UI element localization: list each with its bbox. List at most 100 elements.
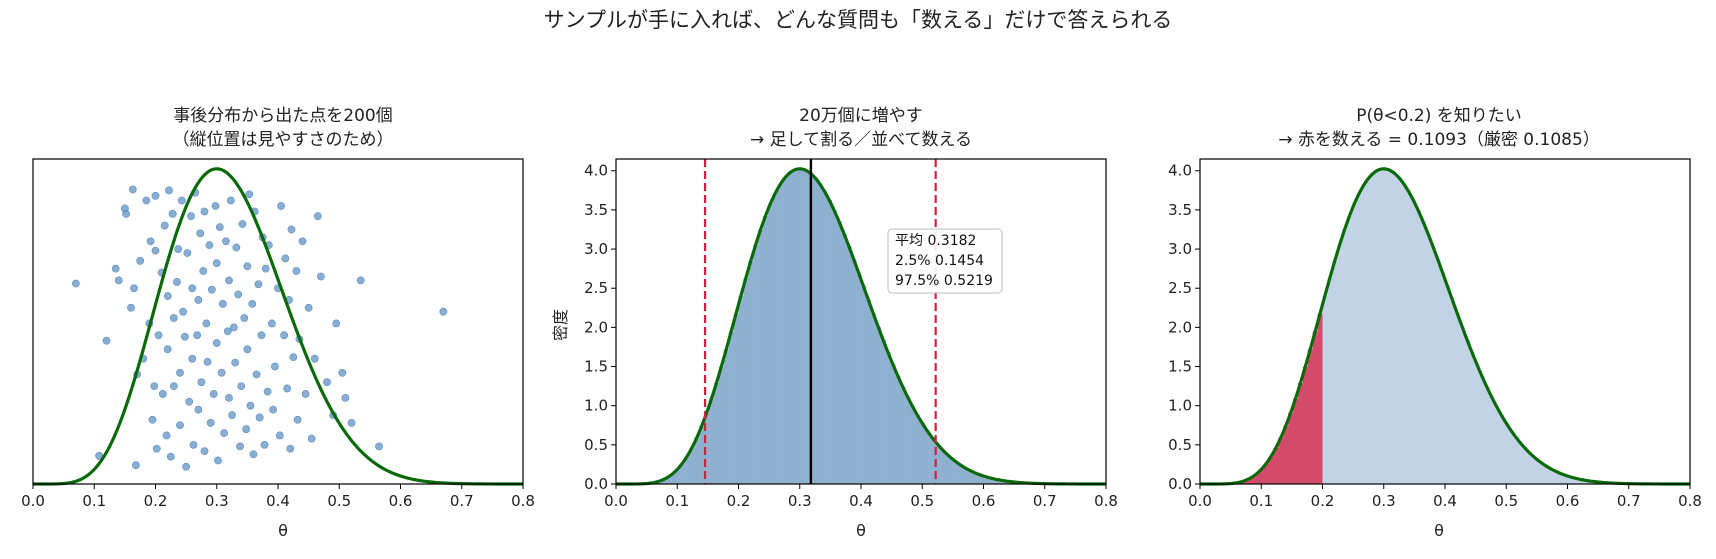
panel-1-ytick-label: 3.5 <box>584 201 608 219</box>
panel-3-hist-bar <box>1528 453 1534 484</box>
panel-1-xtick-label: 0.2 <box>727 492 751 510</box>
scatter-point <box>271 362 279 371</box>
scatter-point <box>217 368 226 377</box>
panel-3-hist-bar <box>1440 272 1446 484</box>
panel-3-hist-bar <box>1263 463 1269 484</box>
scatter-point <box>316 272 325 281</box>
panel-2-hist-bar <box>978 475 984 484</box>
panel-2-hist-bar <box>743 278 749 484</box>
panel-2-ytick-label: 4.0 <box>1168 162 1192 180</box>
scatter-point <box>243 345 252 354</box>
scatter-point <box>281 254 290 263</box>
panel-1-xtick-label: 0.5 <box>910 492 934 510</box>
panel-2-hist-bar <box>998 480 1004 484</box>
panel-3-hist-bar <box>1283 425 1289 484</box>
panel-3-hist-bar <box>1445 286 1451 484</box>
stats-legend-box: 平均 0.3182 2.5% 0.1454 97.5% 0.5219 <box>887 228 1003 294</box>
scatter-point <box>173 278 181 286</box>
scatter-point <box>166 452 175 461</box>
panel-2-hist-bar <box>900 386 906 484</box>
scatter-point <box>131 461 140 470</box>
scatter-point <box>151 246 160 255</box>
panel-0-xtick-label: 0.8 <box>511 492 535 510</box>
scatter-point <box>277 202 285 210</box>
panel-2-ytick-label: 1.5 <box>1168 358 1192 376</box>
scatter-point <box>168 209 177 218</box>
scatter-point <box>176 368 184 377</box>
scatter-point <box>257 331 266 340</box>
scatter-point <box>162 431 171 440</box>
panel-3-hist-bar <box>1567 476 1573 484</box>
panel-3-hist-bar <box>1552 471 1558 484</box>
panel-2-hist-bar <box>973 473 979 484</box>
panel-2-hist-bar <box>812 177 818 484</box>
panel-2-ytick-label: 2.5 <box>1168 279 1192 297</box>
scatter-point <box>209 390 218 398</box>
scatter-point <box>338 368 347 377</box>
scatter-point <box>197 378 206 387</box>
scatter-point <box>347 419 356 427</box>
panel-3-hist-bar <box>1420 221 1426 484</box>
scatter-point <box>176 421 184 430</box>
scatter-point <box>242 425 251 434</box>
scatter-point <box>261 264 270 273</box>
scatter-point <box>249 450 258 459</box>
panel-2-hist-bar <box>709 398 715 484</box>
scatter-point <box>375 442 383 451</box>
panel-2-hist-bar <box>777 184 783 484</box>
scatter-point <box>122 209 130 218</box>
stats-mean-text: 平均 0.3182 <box>895 233 976 249</box>
scatter-point <box>232 243 241 252</box>
scatter-point <box>293 415 302 424</box>
panel-2-ytick-label: 3.5 <box>1168 201 1192 219</box>
scatter-point <box>212 339 221 347</box>
panel-2-hist-bar <box>816 183 823 485</box>
scatter-point <box>136 256 145 265</box>
panel-3-hist-bar <box>1371 172 1377 485</box>
panel-1-ytick-label: 2.5 <box>584 279 608 297</box>
panel-3-hist-bar <box>1523 449 1529 484</box>
scatter-point <box>114 276 123 285</box>
scatter-point <box>255 413 264 422</box>
scatter-point <box>292 267 301 275</box>
panel-3-hist-bar <box>1518 443 1524 484</box>
scatter-point <box>310 354 319 363</box>
panel-2-xtick-label: 0.4 <box>1433 492 1457 510</box>
panel-3-hist-bar <box>1547 468 1554 484</box>
panel-2-hist-bar <box>949 458 955 484</box>
panel-3-hist-bar <box>1405 190 1411 484</box>
panel-2-hist-bar <box>968 471 974 484</box>
scatter-point <box>142 196 151 205</box>
scatter-point <box>298 237 307 246</box>
panel-0-xtick-label: 0.3 <box>205 492 229 510</box>
panel-2-hist-bar <box>856 272 862 484</box>
panel-1-ytick-label: 0.5 <box>584 436 608 454</box>
panel-2-hist-bar <box>831 210 837 484</box>
scatter-point <box>152 444 161 453</box>
panel-3-hist-bar <box>1533 458 1539 484</box>
panel-3-hist-bar <box>1302 366 1309 484</box>
scatter-point <box>228 411 236 419</box>
panel-2-hist-bar <box>905 396 911 484</box>
panel-1-ytick-label: 2.0 <box>584 318 608 336</box>
panel-scatter: 事後分布から出た点を200個 （縦位置は見やすさのため） 0.0 0.1 0.2 0.… <box>21 106 535 540</box>
scatter-point <box>439 307 448 316</box>
panel-3-hist-bar <box>1396 177 1402 484</box>
scatter-point <box>154 331 163 340</box>
panel-0-xtick-label: 0.5 <box>327 492 351 510</box>
scatter-point <box>238 220 247 228</box>
scatter-point <box>183 249 192 257</box>
panel-2-hist-bar <box>714 382 720 484</box>
panel-2-hist-bar <box>772 193 778 484</box>
panel-1-ytick-label: 1.0 <box>584 397 608 415</box>
panel-1-xtick-label: 0.6 <box>972 492 996 510</box>
panel-2-hist-bar <box>723 349 729 484</box>
panel-0-xtick-label: 0.1 <box>82 492 106 510</box>
panel-histogram-probability: P(θ<0.2) を知りたい → 赤を数える = 0.1093（厳密 0.108… <box>1168 106 1702 540</box>
scatter-point <box>163 292 172 300</box>
panel-2-ytick-label: 1.0 <box>1168 397 1192 415</box>
scatter-point <box>240 314 249 322</box>
panel-3-hist-bar <box>1430 245 1436 484</box>
scatter-point <box>234 290 243 299</box>
panel-3-hist-bar <box>1572 478 1578 484</box>
